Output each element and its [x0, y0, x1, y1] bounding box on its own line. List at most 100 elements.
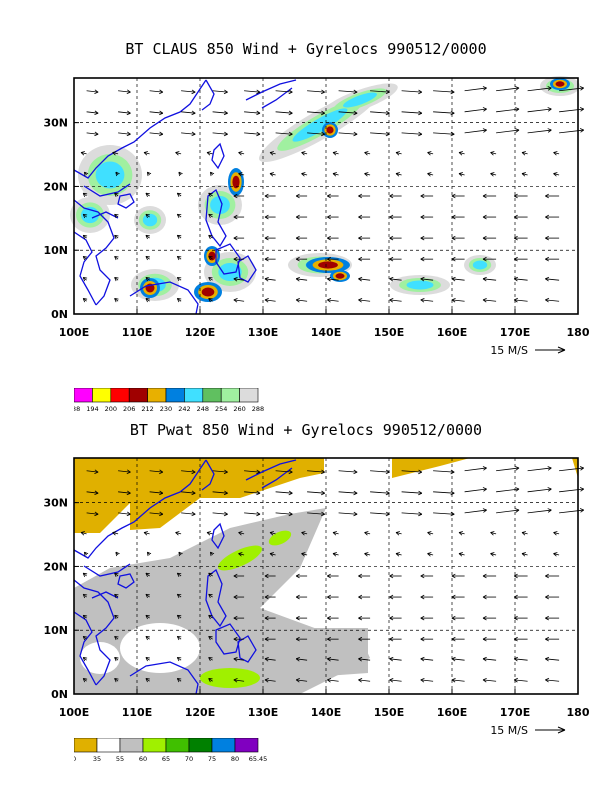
wind-vector [264, 299, 276, 302]
colorbar-label: 60 [139, 755, 147, 763]
wind-vector-head [389, 656, 394, 662]
wind-vector-head [238, 151, 243, 156]
wind-vector-head [295, 214, 300, 220]
wind-vector-head [327, 297, 332, 303]
wind-vector-head [358, 256, 363, 262]
wind-vector [149, 90, 163, 93]
colorbar-swatch [234, 738, 259, 753]
wind-vector-head [114, 614, 119, 620]
wind-vector [370, 90, 390, 93]
wind-vector [490, 532, 497, 535]
wind-vector-head [418, 469, 423, 475]
wind-vector [427, 532, 434, 535]
wind-vector-head [327, 256, 331, 262]
colorbar-label: 260 [233, 405, 245, 413]
wind-vector [264, 679, 276, 682]
wind-vector [496, 129, 520, 134]
colorbar-label: 0 [74, 755, 76, 763]
wind-vector-head [547, 508, 552, 513]
wind-vector-head [545, 594, 550, 600]
coastline-segment [201, 79, 215, 111]
wind-vector-head [233, 656, 238, 662]
coastline-segment [245, 459, 297, 481]
wind-vector [482, 658, 497, 661]
wind-vector [370, 132, 390, 135]
wind-vector-head [513, 615, 518, 621]
claus-deep-convection [201, 287, 215, 297]
y-tick-label: 0N [51, 688, 68, 701]
coastline-segment [205, 188, 227, 248]
wind-vector [86, 491, 99, 494]
wind-vector [527, 87, 552, 92]
wind-vector-head [82, 657, 88, 662]
wind-vector [389, 658, 402, 661]
wind-vector-head [515, 107, 520, 112]
colorbar-label: 248 [197, 405, 209, 413]
wind-vector [496, 509, 520, 514]
wind-vector-head [482, 193, 487, 199]
wind-vector [358, 299, 371, 302]
wind-vector-head [176, 656, 182, 662]
wind-vector-head [208, 656, 213, 662]
wind-vector [86, 132, 99, 135]
wind-vector [264, 278, 276, 281]
wind-vector [559, 467, 584, 472]
wind-vector-head [353, 131, 358, 137]
wind-vector-head [458, 151, 463, 156]
wind-vector-head [208, 213, 213, 219]
coastline-segment [83, 563, 131, 577]
wind-vector [370, 111, 390, 114]
wind-vector-head [176, 234, 182, 240]
wind-vector [420, 299, 434, 302]
wind-vector-head [482, 107, 487, 112]
claus-cold-cloud [95, 161, 125, 189]
wind-vector-head [389, 214, 394, 220]
wind-vector-head [490, 172, 495, 177]
wind-vector-head [82, 593, 88, 599]
wind-vector [553, 553, 560, 556]
wind-vector [514, 278, 528, 281]
wind-vector [370, 512, 390, 515]
wind-vector-head [233, 193, 238, 199]
wind-vector-head [553, 172, 558, 177]
wind-vector-head [482, 594, 487, 600]
wind-vector [149, 491, 163, 494]
wind-vector-head [146, 551, 152, 557]
wind-vector-head [238, 172, 243, 177]
wind-vector [464, 488, 487, 493]
wind-vector-head [145, 192, 150, 198]
wind-vector-head [145, 298, 150, 303]
wind-vector-head [264, 656, 269, 662]
wind-vector-head [208, 614, 213, 620]
pwat-mid-region [80, 642, 120, 674]
wind-vector-head [176, 298, 182, 303]
wind-vector-head [482, 508, 487, 513]
wind-vector-head [176, 678, 182, 683]
wind-vector [118, 111, 131, 114]
wind-vector-head [264, 573, 269, 579]
wind-vector-head [545, 573, 550, 579]
wind-vector-head [353, 490, 358, 496]
wind-vector [451, 679, 465, 682]
wind-vector [482, 278, 497, 281]
wind-vector [118, 470, 131, 473]
wind-vector-head [513, 594, 518, 600]
wind-vector-head [451, 656, 456, 662]
wind-vector-head [482, 214, 487, 220]
wind-vector [401, 512, 422, 515]
vector-reference-label: 15 M/S [490, 724, 528, 737]
wind-vector [175, 532, 182, 535]
wind-vector-head [126, 89, 131, 95]
wind-vector [545, 658, 560, 661]
claus-deep-convection [326, 126, 334, 134]
wind-vector-head [269, 552, 274, 557]
wind-vector-head [545, 193, 550, 199]
wind-vector-head [420, 636, 425, 642]
wind-vector-head [385, 469, 390, 475]
y-tick-label: 10N [43, 244, 68, 257]
wind-vector [545, 278, 560, 281]
wind-vector [401, 111, 422, 114]
wind-vector-head [159, 89, 164, 95]
wind-vector [370, 470, 390, 473]
vector-reference-label: 15 M/S [490, 344, 528, 357]
